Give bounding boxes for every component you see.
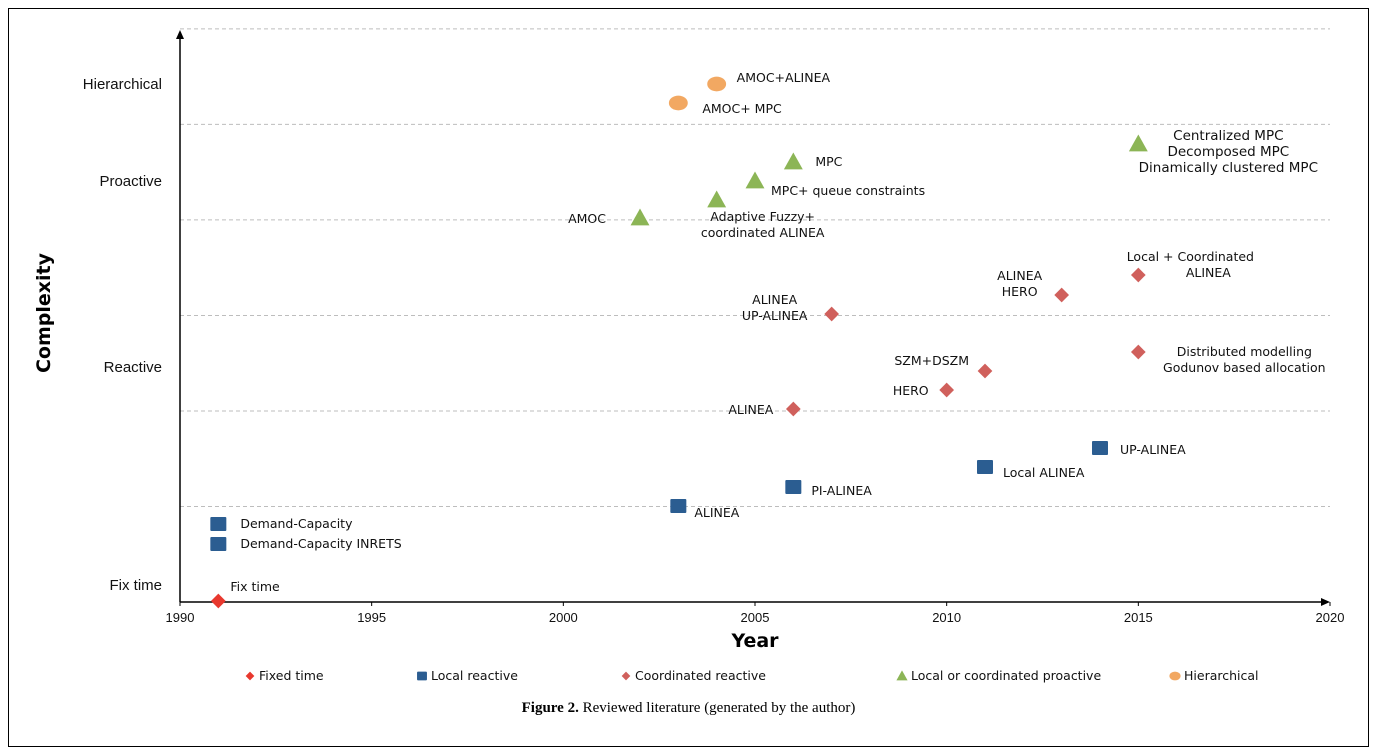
square-marker xyxy=(210,537,227,551)
grid-lines xyxy=(180,28,1330,507)
data-label: Adaptive Fuzzy+ xyxy=(710,209,815,224)
data-label: Decomposed MPC xyxy=(1167,144,1289,160)
square-marker xyxy=(977,460,993,474)
caption-text: Reviewed literature (generated by the au… xyxy=(578,700,856,716)
diamond-marker xyxy=(1054,287,1070,303)
circle-marker xyxy=(707,76,727,92)
triangle-marker xyxy=(783,152,803,170)
triangle-marker xyxy=(1128,134,1148,152)
figure-caption: Figure 2. Reviewed literature (generated… xyxy=(8,700,1369,717)
data-label: MPC xyxy=(815,154,842,169)
data-label: UP-ALINEA xyxy=(742,308,808,323)
data-label: Fix time xyxy=(230,579,280,594)
data-label: ALINEA xyxy=(997,268,1042,283)
triangle-marker xyxy=(707,190,727,208)
diamond-marker xyxy=(939,382,955,398)
data-label: Distributed modelling xyxy=(1177,344,1312,359)
square-marker xyxy=(1092,441,1108,455)
y-categories: Fix time Reactive Proactive Hierarchical xyxy=(83,76,162,594)
y-category-label: Reactive xyxy=(104,359,162,376)
data-label: Local + Coordinated xyxy=(1127,249,1254,264)
diamond-marker xyxy=(210,593,226,609)
y-category-label: Proactive xyxy=(99,173,162,190)
triangle-marker xyxy=(630,208,650,226)
square-marker xyxy=(210,517,227,531)
data-label: Demand-Capacity xyxy=(240,516,353,531)
legend-item-label: Coordinated reactive xyxy=(635,668,766,683)
data-labels: Fix time Demand-Capacity Demand-Capacity I… xyxy=(230,70,1325,594)
square-marker xyxy=(670,499,687,513)
axes xyxy=(176,30,1330,606)
data-label: Demand-Capacity INRETS xyxy=(240,536,401,551)
x-axis-arrow xyxy=(1321,598,1330,606)
legend-item-label: Local or coordinated proactive xyxy=(911,668,1101,683)
square-marker xyxy=(417,671,427,681)
y-axis-title: Complexity xyxy=(33,252,55,373)
triangle-marker xyxy=(745,171,765,189)
diamond-marker xyxy=(1130,267,1146,283)
data-points xyxy=(210,76,1148,609)
data-label: PI-ALINEA xyxy=(811,483,872,498)
y-category-label: Fix time xyxy=(110,577,163,594)
data-label: MPC+ queue constraints xyxy=(771,183,925,198)
legend: Fixed time Local reactive Coordinated reac… xyxy=(245,668,1259,683)
data-label: SZM+DSZM xyxy=(894,353,969,368)
circle-marker xyxy=(668,95,688,111)
data-label: AMOC xyxy=(568,211,606,226)
data-label: Godunov based allocation xyxy=(1163,360,1326,375)
legend-item-label: Fixed time xyxy=(259,668,324,683)
y-axis-arrow xyxy=(176,30,184,39)
x-tick-label: 1995 xyxy=(357,610,386,625)
data-label: ALINEA xyxy=(728,402,773,417)
legend-item-label: Hierarchical xyxy=(1184,668,1259,683)
diamond-marker xyxy=(245,671,255,681)
x-tick-label: 2010 xyxy=(932,610,961,625)
x-axis-title: Year xyxy=(730,630,779,652)
data-label: Local ALINEA xyxy=(1003,465,1085,480)
diamond-marker xyxy=(1130,344,1146,360)
diamond-marker xyxy=(824,306,840,322)
x-tick-label: 2000 xyxy=(549,610,578,625)
data-label: Dinamically clustered MPC xyxy=(1139,160,1318,176)
legend-item-label: Local reactive xyxy=(431,668,518,683)
data-label: HERO xyxy=(1002,284,1038,299)
data-label: ALINEA xyxy=(1186,265,1231,280)
data-label: Centralized MPC xyxy=(1173,128,1283,144)
data-label: AMOC+ MPC xyxy=(702,101,782,116)
figure-frame xyxy=(8,8,1369,747)
circle-marker xyxy=(1169,671,1181,681)
data-label: UP-ALINEA xyxy=(1120,442,1186,457)
square-marker xyxy=(785,480,802,494)
data-label: HERO xyxy=(893,383,929,398)
data-label: coordinated ALINEA xyxy=(701,225,825,240)
x-ticks: 1990 1995 2000 2005 2010 2015 2020 xyxy=(166,602,1345,625)
y-category-label: Hierarchical xyxy=(83,76,162,93)
x-tick-label: 2020 xyxy=(1316,610,1345,625)
data-label: AMOC+ALINEA xyxy=(737,70,831,85)
data-label: ALINEA xyxy=(752,292,797,307)
x-tick-label: 1990 xyxy=(166,610,195,625)
x-tick-label: 2015 xyxy=(1124,610,1153,625)
x-tick-label: 2005 xyxy=(741,610,770,625)
caption-figure-number: Figure 2. xyxy=(521,700,579,716)
diamond-marker xyxy=(785,401,801,417)
diamond-marker xyxy=(621,671,631,681)
data-label: ALINEA xyxy=(694,505,739,520)
diamond-marker xyxy=(977,363,993,379)
triangle-marker xyxy=(896,670,908,681)
